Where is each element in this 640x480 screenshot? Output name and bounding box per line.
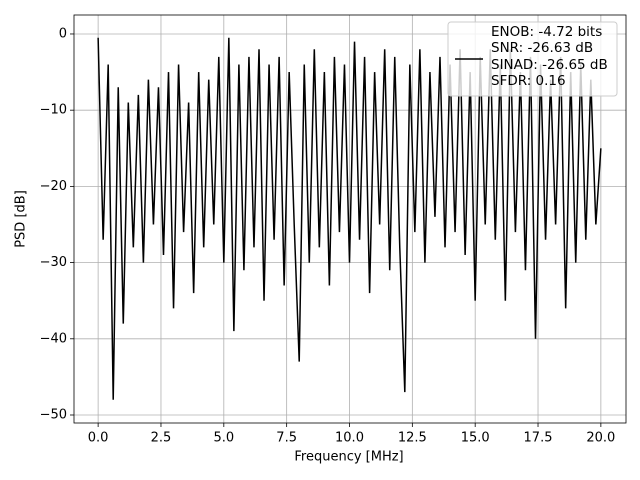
x-axis-label: Frequency [MHz]	[294, 450, 403, 465]
y-tick-label: −50	[40, 407, 67, 422]
x-tick-label: 0.0	[88, 431, 109, 446]
axes-frame	[73, 14, 627, 424]
x-tick-label: 5.0	[213, 431, 234, 446]
y-tick-label: −20	[40, 179, 67, 194]
y-tick-label: −30	[40, 255, 67, 270]
y-tick-label: −10	[40, 103, 67, 118]
x-tick-label: 17.5	[524, 431, 553, 446]
x-tick-label: 7.5	[276, 431, 297, 446]
x-tick-label: 20.0	[586, 431, 615, 446]
x-tick-label: 10.0	[335, 431, 364, 446]
data-line	[97, 37, 602, 400]
x-tick-label: 15.0	[461, 431, 490, 446]
y-axis-label: PSD [dB]	[14, 190, 29, 248]
legend-box	[447, 21, 618, 97]
x-tick-label: 2.5	[151, 431, 172, 446]
y-tick-label: 0	[59, 26, 67, 41]
legend-label: ENOB: -4.72 bits SNR: -26.63 dB SINAD: -…	[491, 24, 608, 89]
y-tick-label: −40	[40, 331, 67, 346]
x-tick-label: 12.5	[398, 431, 427, 446]
